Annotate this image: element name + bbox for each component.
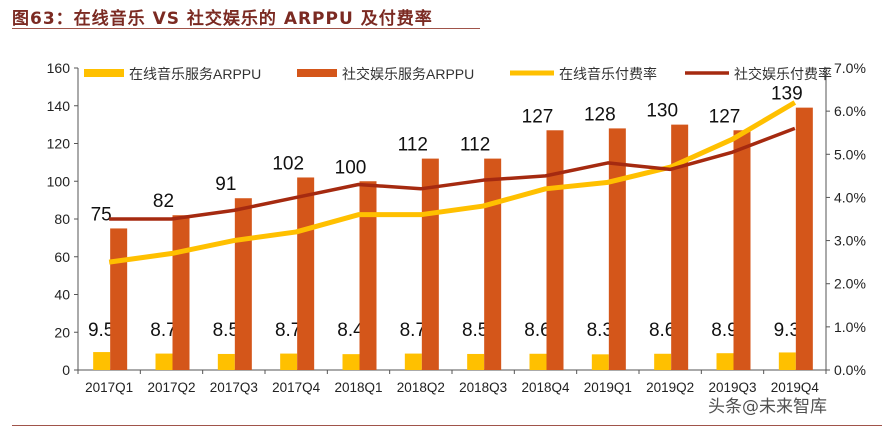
bar-music-arppu [716,353,734,370]
bottom-divider [12,425,882,426]
bar-social-arppu [546,130,564,370]
data-label: 128 [584,104,616,125]
data-label: 9.5 [88,320,114,341]
data-label: 91 [215,174,236,195]
data-label: 8.6 [649,320,675,341]
x-tick-label: 2018Q3 [459,380,507,395]
x-tick-label: 2019Q4 [771,380,820,395]
x-tick-label: 2018Q2 [397,380,445,395]
bar-music-arppu [591,354,609,370]
legend-swatch [84,69,124,77]
bar-music-arppu [529,353,547,370]
bar-music-arppu [342,354,360,370]
data-label: 8.4 [337,320,364,341]
data-label: 112 [460,135,490,156]
legend-label: 在线音乐付费率 [559,66,657,82]
data-label: 8.5 [213,320,239,341]
left-tick-label: 0 [62,362,70,378]
bar-music-arppu [280,353,298,370]
bar-social-arppu [421,158,439,370]
x-tick-label: 2019Q2 [646,380,694,395]
left-tick-label: 80 [54,211,70,227]
legend-label: 在线音乐服务ARPPU [129,66,261,82]
data-label: 127 [522,106,554,127]
left-tick-label: 40 [54,287,70,303]
bar-music-arppu [93,352,111,370]
x-tick-label: 2017Q3 [210,380,258,395]
left-tick-label: 160 [47,60,71,76]
bar-social-arppu [608,128,626,370]
bar-social-arppu [359,181,377,370]
bar-music-arppu [404,353,422,370]
bar-social-arppu [110,228,128,370]
watermark: 头条@未来智库 [708,397,827,417]
data-label: 9.3 [774,320,800,341]
left-tick-label: 20 [54,324,70,340]
bar-social-arppu [234,198,252,370]
right-tick-label: 1.0% [834,319,866,335]
data-label: 112 [398,135,428,156]
right-tick-label: 6.0% [834,103,866,119]
legend-swatch [297,69,337,77]
x-tick-label: 2018Q4 [521,380,570,395]
data-label: 102 [272,153,304,174]
x-tick-label: 2019Q1 [584,380,632,395]
right-tick-label: 7.0% [834,60,866,76]
bar-music-arppu [467,353,485,370]
x-tick-label: 2017Q4 [272,380,321,395]
data-label: 8.7 [400,320,426,341]
legend-label: 社交娱乐付费率 [734,66,832,82]
data-label: 127 [709,106,741,127]
data-label: 8.7 [150,320,176,341]
data-label: 82 [153,191,174,212]
right-tick-label: 2.0% [834,276,866,292]
data-label: 139 [771,84,803,105]
data-label: 75 [91,204,112,225]
line-music-pay-rate [108,100,797,265]
x-tick-label: 2019Q3 [708,380,756,395]
bar-social-arppu [172,215,190,370]
bar-social-arppu [484,158,502,370]
left-tick-label: 60 [54,249,70,265]
legend-label: 社交娱乐服务ARPPU [342,66,474,82]
bar-music-arppu [778,352,796,370]
data-label: 8.7 [275,320,301,341]
bar-music-arppu [155,353,173,370]
x-tick-label: 2017Q1 [85,380,133,395]
left-tick-label: 140 [47,98,71,114]
right-tick-label: 4.0% [834,189,866,205]
x-tick-label: 2017Q2 [147,380,195,395]
right-tick-label: 5.0% [834,146,866,162]
bar-social-arppu [795,107,813,370]
data-label: 100 [335,157,367,178]
right-tick-label: 0.0% [834,362,866,378]
bar-social-arppu [733,130,751,370]
right-tick-label: 3.0% [834,233,866,249]
bar-social-arppu [297,177,315,370]
data-label: 8.6 [524,320,550,341]
left-tick-label: 100 [47,173,71,189]
data-label: 8.9 [711,320,737,341]
title-divider [12,28,480,29]
bar-music-arppu [217,353,235,370]
data-label: 8.3 [587,320,613,341]
data-label: 8.5 [462,320,488,341]
line-social-pay-rate [109,126,796,221]
x-tick-label: 2018Q1 [334,380,382,395]
data-label: 130 [646,101,678,122]
bar-social-arppu [671,124,689,370]
left-tick-label: 120 [47,136,71,152]
figure-title: 图63：在线音乐 VS 社交娱乐的 ARPPU 及付费率 [12,9,433,29]
bar-music-arppu [654,353,672,370]
